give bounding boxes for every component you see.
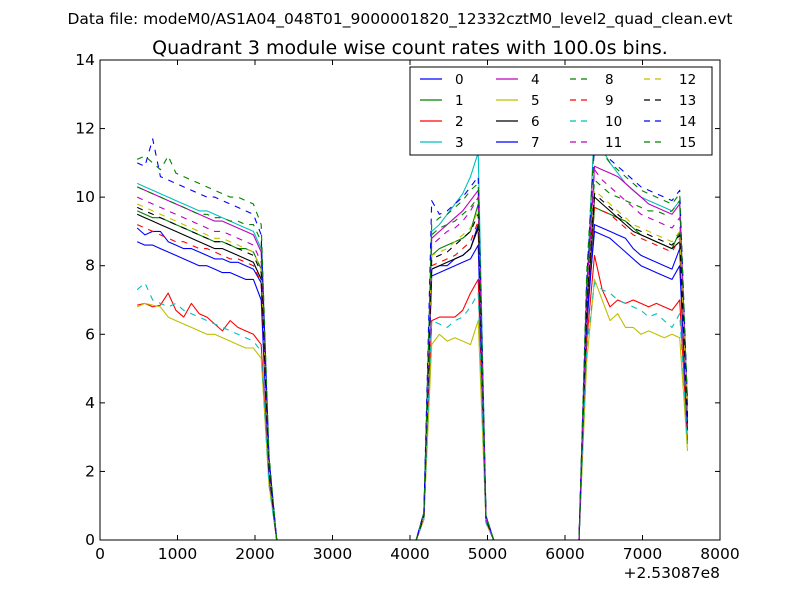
legend-label-9: 9	[605, 93, 614, 109]
series-line-5	[136, 278, 689, 540]
x-tick-label: 0	[95, 545, 105, 563]
series-line-9	[136, 206, 689, 540]
series-line-3	[136, 124, 689, 540]
y-tick-label: 6	[85, 325, 95, 343]
series-line-12	[136, 189, 689, 540]
legend-label-10: 10	[605, 114, 622, 130]
legend-label-3: 3	[455, 135, 464, 151]
series-line-13	[136, 193, 689, 540]
legend-label-0: 0	[455, 72, 464, 88]
series-line-7	[136, 230, 689, 540]
series-line-14	[136, 138, 689, 540]
y-tick-label: 2	[85, 462, 95, 480]
series-line-6	[136, 196, 689, 540]
series-line-4	[136, 165, 689, 540]
legend-label-15: 15	[679, 135, 696, 151]
y-tick-label: 0	[85, 531, 95, 549]
x-tick-label: 1000	[158, 545, 197, 563]
series-line-2	[137, 254, 689, 540]
legend-label-1: 1	[455, 93, 464, 109]
series-line-8	[136, 179, 689, 540]
y-tick-label: 4	[85, 394, 95, 412]
y-tick-label: 8	[85, 257, 95, 275]
legend-label-11: 11	[605, 135, 622, 151]
x-tick-label: 7000	[623, 545, 662, 563]
y-tick-label: 12	[75, 120, 95, 138]
legend-label-4: 4	[531, 72, 540, 88]
legend-label-2: 2	[455, 114, 464, 130]
series-line-10	[136, 282, 689, 540]
x-tick-label: 4000	[390, 545, 429, 563]
plot-area	[136, 124, 689, 540]
x-tick-label: 2000	[235, 545, 274, 563]
x-tick-label: 3000	[313, 545, 352, 563]
y-tick-label: 14	[75, 51, 95, 69]
series-line-0	[136, 224, 689, 540]
axes: 0 1000 2000 3000 4000 5000 6000 7000 80000246810…	[75, 51, 739, 563]
legend-box	[409, 66, 713, 156]
legend-label-14: 14	[679, 114, 696, 130]
x-tick-label: 8000	[700, 545, 739, 563]
legend-label-12: 12	[679, 72, 696, 88]
chart-suptitle: Data file: modeM0/AS1A04_048T01_90000018…	[67, 10, 732, 29]
legend-label-5: 5	[531, 93, 540, 109]
y-tick-label: 10	[75, 188, 95, 206]
chart-title: Quadrant 3 module wise count rates with …	[152, 37, 668, 59]
legend-label-7: 7	[531, 135, 540, 151]
legend-label-13: 13	[679, 93, 696, 109]
legend-label-8: 8	[605, 72, 614, 88]
x-offset-label: +2.53087e8	[624, 564, 720, 582]
legend-label-6: 6	[531, 114, 540, 130]
series-line-11	[136, 169, 689, 540]
series-line-15	[136, 138, 689, 540]
x-tick-label: 6000	[545, 545, 584, 563]
x-tick-label: 5000	[468, 545, 507, 563]
